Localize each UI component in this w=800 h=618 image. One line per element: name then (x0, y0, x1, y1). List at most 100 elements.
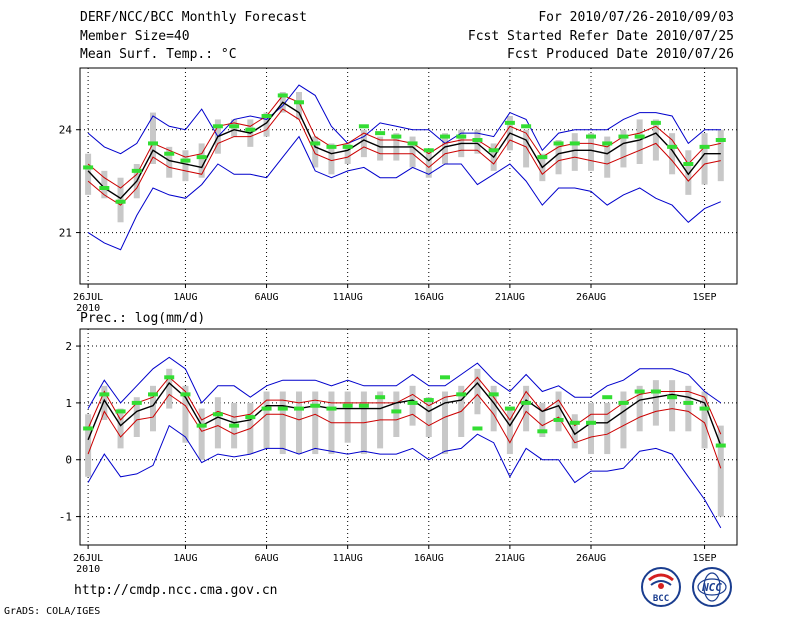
x-tick-label: 26AUG (576, 553, 606, 564)
x-tick-label: 26JUL (73, 292, 103, 303)
climatology-marker (148, 141, 158, 146)
climatology-marker (423, 398, 434, 403)
range-bar (685, 385, 692, 432)
climatology-marker (83, 426, 94, 431)
climatology-marker (715, 443, 726, 448)
range-bar (523, 385, 530, 432)
climatology-marker (650, 120, 661, 125)
range-bar (669, 380, 676, 432)
range-bar (717, 129, 724, 182)
range-bar (571, 414, 578, 449)
climatology-marker (650, 389, 661, 394)
y-tick-label: 0 (65, 454, 72, 467)
climatology-marker (148, 392, 158, 397)
x-tick-label: 1SEP (693, 553, 717, 564)
climatology-marker (699, 144, 710, 149)
series-line-mean-1-std (87, 393, 722, 469)
range-bar (604, 136, 611, 178)
climatology-marker (715, 138, 726, 142)
range-bar (198, 143, 205, 178)
range-bar (296, 92, 302, 120)
climatology-marker (537, 155, 548, 160)
climatology-marker (488, 148, 499, 153)
precip-panel-label: Prec.: log(mm/d) (80, 311, 206, 326)
climatology-marker (294, 100, 304, 105)
climatology-marker (326, 406, 337, 411)
range-bar (150, 112, 156, 164)
climatology-marker (164, 151, 175, 156)
climatology-marker (586, 134, 596, 139)
x-tick-label: 6AUG (255, 292, 279, 303)
range-bar (425, 150, 432, 178)
range-bar (85, 153, 92, 195)
climatology-marker (472, 426, 483, 431)
climatology-marker (634, 389, 645, 394)
range-bar (296, 391, 302, 455)
climatology-marker (440, 134, 450, 139)
x-tick-label: 1AUG (173, 292, 197, 303)
climatology-marker (391, 134, 402, 139)
range-bar (182, 150, 189, 182)
bcc-logo: BCC (641, 567, 681, 607)
climatology-marker (407, 141, 418, 146)
climatology-marker (504, 120, 515, 125)
range-bar (377, 136, 384, 161)
climatology-marker (212, 124, 223, 129)
range-bar (85, 414, 92, 477)
climatology-marker (521, 124, 532, 129)
x-tick-label: 1AUG (173, 553, 197, 564)
climatology-marker (277, 406, 288, 411)
climatology-marker (99, 392, 110, 397)
y-tick-label: 21 (59, 227, 72, 240)
climatology-marker (342, 403, 353, 408)
climatology-marker (342, 144, 353, 149)
climatology-marker (537, 429, 548, 434)
bcc-logo-text: BCC (653, 594, 669, 604)
range-bar (442, 391, 448, 455)
climatology-marker (423, 148, 434, 153)
x-tick-label: 16AUG (414, 292, 444, 303)
climatology-marker (115, 199, 126, 204)
range-bar (555, 140, 562, 175)
climatology-marker (229, 423, 240, 428)
climatology-marker (180, 392, 191, 397)
x-tick-label: 1SEP (693, 292, 717, 303)
climatology-marker (115, 409, 126, 414)
range-bar (571, 133, 578, 171)
climatology-marker (180, 158, 191, 163)
climatology-marker (407, 400, 418, 405)
ncc-logo-text: NCC (701, 581, 722, 594)
range-bar (442, 133, 448, 164)
x-year-label: 2010 (76, 564, 100, 575)
range-bar (685, 150, 692, 195)
x-tick-label: 11AUG (333, 553, 363, 564)
range-bar (312, 136, 319, 168)
climatology-marker (521, 400, 532, 405)
climatology-marker (602, 395, 613, 400)
climatology-marker (504, 406, 515, 411)
range-bar (166, 368, 173, 409)
series-line-mean-1-std (87, 108, 721, 206)
climatology-marker (553, 417, 564, 422)
range-bar (214, 397, 221, 449)
range-bar (150, 385, 156, 432)
climatology-marker (164, 375, 175, 380)
range-bar (101, 170, 108, 199)
climatology-marker (310, 141, 321, 146)
climatology-marker (358, 403, 369, 408)
y-tick-label: 2 (65, 340, 72, 353)
source-url[interactable]: http://cmdp.ncc.cma.gov.cn (74, 583, 278, 598)
climatology-marker (456, 392, 467, 397)
series-line-ensemble-min (87, 424, 722, 529)
range-bar (425, 397, 432, 437)
range-bar (506, 408, 513, 455)
climatology-marker (683, 400, 694, 405)
range-bar (669, 133, 676, 175)
series-line-ensemble-max (87, 84, 721, 155)
forecast-start-date: Fcst Started Refer Date 2010/07/25 (467, 29, 734, 44)
range-bar (198, 408, 205, 460)
range-bar (409, 136, 416, 168)
y-tick-label: 24 (59, 124, 73, 137)
range-bar (652, 119, 659, 161)
climatology-marker (99, 186, 110, 190)
